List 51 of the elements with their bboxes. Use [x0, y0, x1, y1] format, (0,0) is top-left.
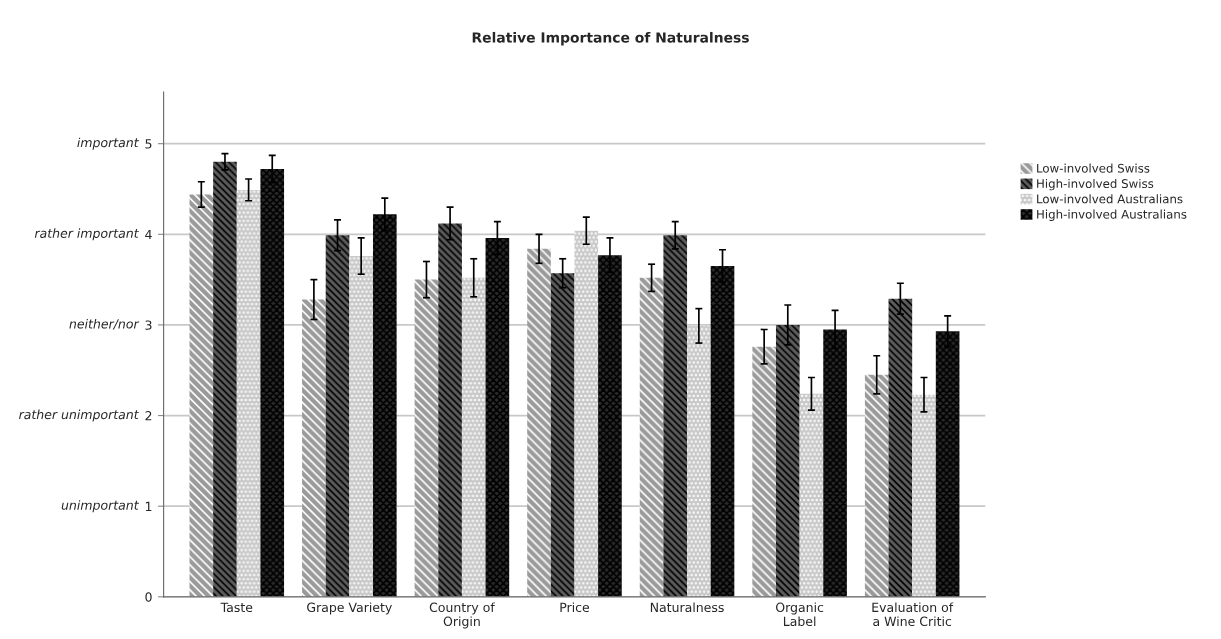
bar [236, 189, 261, 597]
x-tick-label: Organic Label [776, 602, 824, 627]
text: rather important [34, 228, 139, 241]
bar [935, 331, 960, 597]
y-tick-label: 0 [145, 592, 152, 602]
x-tick-label: Price [560, 602, 590, 613]
bar [888, 298, 913, 597]
y-tick-label: 3 [145, 320, 152, 330]
bar [485, 237, 510, 597]
legend-label: High-involved Swiss [1037, 178, 1154, 191]
legend-label: Low-involved Australians [1037, 194, 1183, 204]
legend-label: High-involved Australians [1037, 209, 1187, 221]
bar [372, 214, 397, 597]
bar [598, 255, 622, 597]
y-tick-label: 4 [145, 229, 152, 240]
bar [438, 223, 462, 597]
bar [550, 273, 575, 597]
x-tick-label: Country of Origin [429, 602, 495, 629]
bar [639, 277, 664, 597]
text: rather unimportant [19, 409, 139, 422]
bar [864, 374, 889, 597]
text: important [77, 137, 139, 150]
bar [461, 277, 486, 597]
chart-title: Relative Importance of Naturalness [472, 31, 749, 46]
bar [752, 346, 776, 597]
bar [302, 299, 326, 597]
bar [710, 266, 735, 597]
x-tick-label: Naturalness [650, 602, 724, 613]
bar [823, 329, 847, 597]
x-tick-label: Grape Variety [307, 602, 392, 615]
text: neither/nor [69, 318, 140, 330]
bar [799, 393, 824, 597]
legend-label: Low-involved Swiss [1037, 163, 1150, 173]
bar [349, 256, 373, 597]
bar [527, 248, 551, 597]
bar [325, 235, 350, 597]
bar [663, 235, 688, 597]
bar [213, 161, 237, 597]
bar [414, 279, 439, 597]
bar [687, 325, 711, 597]
bar [912, 394, 936, 597]
y-tick-label: 1 [145, 501, 152, 511]
x-tick-label: Evaluation of a Wine Critic [872, 602, 954, 627]
y-tick-label: 5 [145, 139, 152, 149]
bar [189, 194, 214, 597]
y-tick-label: 2 [145, 411, 152, 421]
bar [574, 230, 599, 597]
bar [775, 324, 800, 597]
text: unimportant [61, 500, 139, 513]
bar [260, 169, 285, 597]
x-tick-label: Taste [220, 602, 253, 613]
